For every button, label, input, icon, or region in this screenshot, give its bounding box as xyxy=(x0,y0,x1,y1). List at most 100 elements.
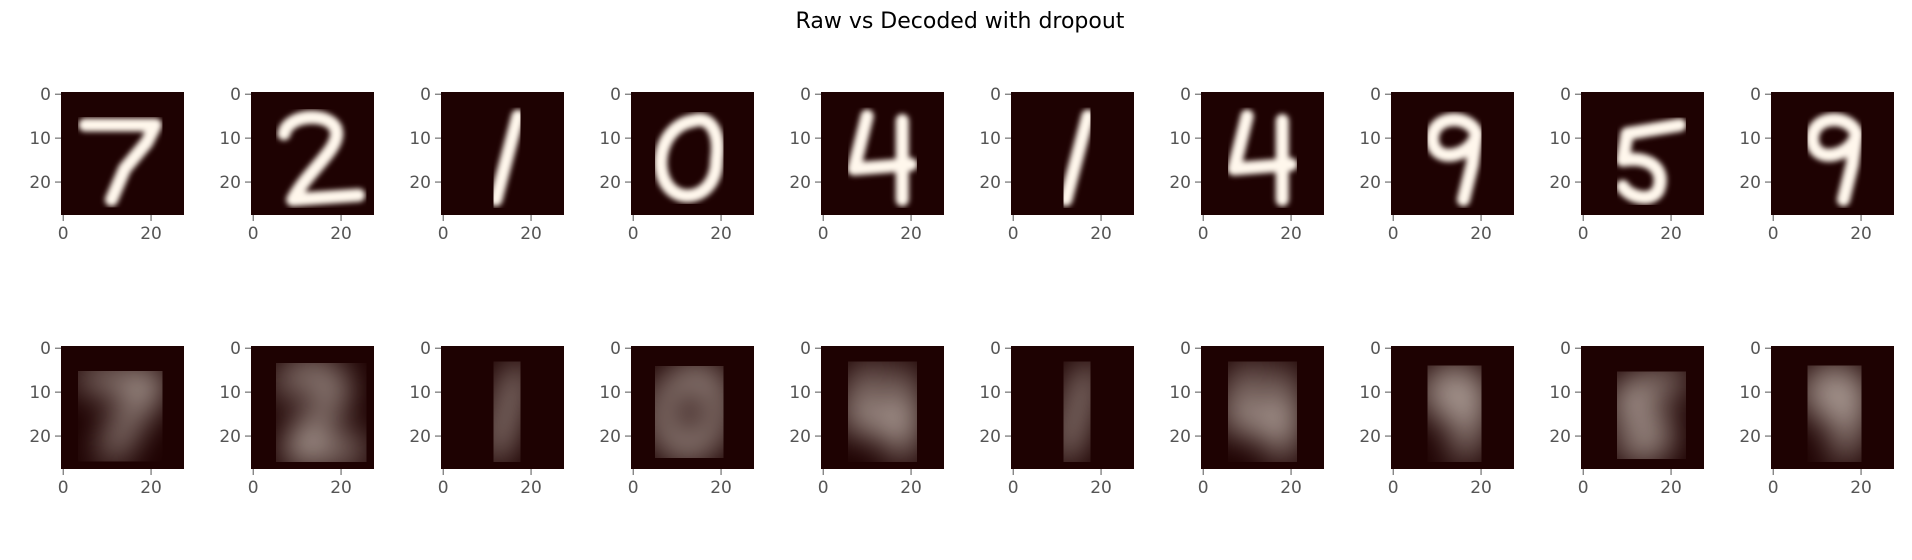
y-tick-label: 20 xyxy=(29,173,51,193)
image-panel: 0 10 20 0 20 xyxy=(409,339,564,498)
image-background xyxy=(821,92,944,215)
y-tick-label: 0 xyxy=(1560,85,1571,105)
y-tick-label: 20 xyxy=(1739,427,1761,447)
y-tick-label: 20 xyxy=(1169,173,1191,193)
y-tick-label: 0 xyxy=(1180,339,1191,359)
x-tick-label: 0 xyxy=(58,478,69,498)
y-tick-label: 10 xyxy=(219,129,241,149)
digit-glyph xyxy=(1424,365,1485,462)
y-tick-label: 20 xyxy=(599,173,621,193)
x-tick-label: 20 xyxy=(900,224,922,244)
image-panel: 0 10 20 0 20 xyxy=(1739,339,1894,498)
x-tick-label: 20 xyxy=(1850,224,1872,244)
x-tick-label: 20 xyxy=(900,478,922,498)
digit-glyph xyxy=(846,362,919,462)
y-tick-label: 10 xyxy=(1169,383,1191,403)
x-tick-label: 0 xyxy=(248,478,259,498)
y-tick-label: 10 xyxy=(29,129,51,149)
y-tick-label: 0 xyxy=(1370,85,1381,105)
x-tick-label: 0 xyxy=(1008,224,1019,244)
y-tick-label: 20 xyxy=(1359,173,1381,193)
y-tick-label: 0 xyxy=(610,85,621,105)
y-tick-label: 0 xyxy=(1750,85,1761,105)
digit-glyph xyxy=(654,113,725,203)
y-tick-label: 20 xyxy=(29,427,51,447)
y-tick-label: 0 xyxy=(420,85,431,105)
digit-glyph xyxy=(1059,109,1095,207)
y-tick-label: 20 xyxy=(979,173,1001,193)
y-tick-label: 10 xyxy=(599,383,621,403)
x-tick-label: 0 xyxy=(1768,478,1779,498)
y-tick-label: 20 xyxy=(789,427,811,447)
y-tick-label: 20 xyxy=(409,173,431,193)
y-tick-label: 0 xyxy=(800,339,811,359)
x-tick-label: 20 xyxy=(1090,478,1112,498)
image-panel: 0 10 20 0 20 xyxy=(1359,85,1514,244)
x-tick-label: 0 xyxy=(818,224,829,244)
digit-glyph xyxy=(652,365,726,458)
x-tick-label: 20 xyxy=(710,478,732,498)
y-tick-label: 20 xyxy=(1359,427,1381,447)
y-tick-label: 20 xyxy=(979,427,1001,447)
x-tick-label: 20 xyxy=(140,478,162,498)
digit-glyph xyxy=(277,110,366,207)
x-tick-label: 20 xyxy=(520,224,542,244)
y-tick-label: 20 xyxy=(599,427,621,447)
digit-glyph xyxy=(78,118,163,207)
y-tick-label: 20 xyxy=(1549,173,1571,193)
image-panel: 0 10 20 0 20 xyxy=(979,339,1134,498)
y-tick-label: 0 xyxy=(1560,339,1571,359)
image-panel: 0 10 20 0 20 xyxy=(979,85,1134,244)
y-tick-label: 10 xyxy=(1169,129,1191,149)
y-tick-label: 0 xyxy=(610,339,621,359)
y-tick-label: 0 xyxy=(230,339,241,359)
x-tick-label: 0 xyxy=(1198,224,1209,244)
digit-glyph xyxy=(488,362,526,462)
x-tick-label: 0 xyxy=(58,224,69,244)
x-tick-label: 0 xyxy=(438,478,449,498)
x-tick-label: 20 xyxy=(1090,224,1112,244)
image-panel: 0 10 20 0 20 xyxy=(1169,339,1324,498)
image-panel: 0 10 20 0 20 xyxy=(1359,339,1514,498)
y-tick-label: 0 xyxy=(1180,85,1191,105)
x-tick-label: 0 xyxy=(1578,478,1589,498)
image-background xyxy=(61,92,184,215)
y-tick-label: 10 xyxy=(29,383,51,403)
y-tick-label: 10 xyxy=(789,129,811,149)
digit-glyph xyxy=(1227,109,1298,207)
y-tick-label: 20 xyxy=(219,173,241,193)
image-panel: 0 10 20 0 20 xyxy=(599,85,754,244)
y-tick-label: 20 xyxy=(219,427,241,447)
x-tick-label: 0 xyxy=(628,224,639,244)
image-panel: 0 10 20 0 20 xyxy=(1549,339,1704,498)
x-tick-label: 20 xyxy=(1280,224,1302,244)
y-tick-label: 20 xyxy=(1549,427,1571,447)
y-tick-label: 20 xyxy=(1739,173,1761,193)
x-tick-label: 20 xyxy=(520,478,542,498)
image-panel: 0 10 20 0 20 xyxy=(219,339,374,498)
x-tick-label: 0 xyxy=(438,224,449,244)
x-tick-label: 20 xyxy=(1660,224,1682,244)
row-raw: 0 10 20 0 20 0 10 20 0 20 0 10 20 0 20 0 10 20 0 20 0 10 20 0 20… xyxy=(29,85,1894,244)
figure-title: Raw vs Decoded with dropout xyxy=(796,9,1125,34)
x-tick-label: 20 xyxy=(330,478,352,498)
x-tick-label: 0 xyxy=(248,224,259,244)
x-tick-label: 20 xyxy=(1280,478,1302,498)
image-background xyxy=(61,346,184,469)
digit-glyph xyxy=(1616,118,1687,205)
image-panel: 0 10 20 0 20 xyxy=(599,339,754,498)
x-tick-label: 20 xyxy=(1850,478,1872,498)
image-background xyxy=(1201,92,1324,215)
digit-glyph xyxy=(1806,113,1864,207)
x-tick-label: 0 xyxy=(1768,224,1779,244)
y-tick-label: 10 xyxy=(979,129,1001,149)
x-tick-label: 0 xyxy=(1388,224,1399,244)
image-panel: 0 10 20 0 20 xyxy=(409,85,564,244)
x-tick-label: 0 xyxy=(1008,478,1019,498)
image-panel: 0 10 20 0 20 xyxy=(1739,85,1894,244)
y-tick-label: 0 xyxy=(1750,339,1761,359)
y-tick-label: 10 xyxy=(409,383,431,403)
image-background xyxy=(1201,346,1324,469)
image-panel: 0 10 20 0 20 xyxy=(29,339,184,498)
